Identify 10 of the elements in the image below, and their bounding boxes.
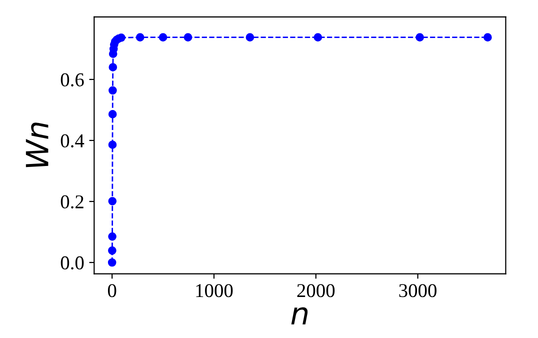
x-tick-label: 3000	[399, 284, 436, 298]
y-axis-title: Wn	[26, 122, 48, 168]
y-tick-label: 0.4	[60, 134, 84, 148]
y-tick-label: 0.2	[60, 195, 84, 208]
y-tick-label: 0.6	[60, 73, 84, 86]
y-tick-label: 0.0	[60, 256, 84, 270]
x-tick-label: 1000	[196, 284, 233, 298]
x-tick-label: 2000	[297, 284, 335, 298]
x-axis-title: n	[291, 307, 308, 324]
x-tick-label: 0	[108, 284, 116, 298]
